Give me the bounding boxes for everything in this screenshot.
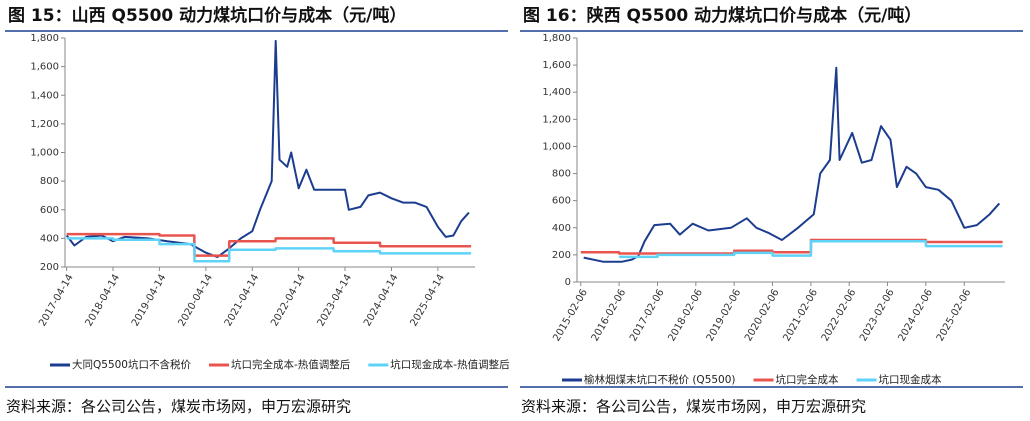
x-tick-label: 2021-04-14 xyxy=(223,273,262,329)
legend-label: 大同Q5500坑口不含税价 xyxy=(72,358,191,371)
x-tick-label: 2020-04-14 xyxy=(177,273,216,329)
series-line xyxy=(66,232,472,257)
y-tick-label: 600 xyxy=(552,196,571,207)
legend-label: 坑口完全成本 xyxy=(776,373,839,386)
y-tick-label: 1,200 xyxy=(30,119,59,130)
y-tick-label: 1,400 xyxy=(542,87,571,98)
source-note: 资料来源：各公司公告，煤炭市场网，申万宏源研究 xyxy=(521,398,866,416)
y-tick-label: 1,000 xyxy=(542,141,571,152)
chart-title: 图 15：山西 Q5500 动力煤坑口价与成本（元/吨） xyxy=(8,5,406,26)
y-tick-label: 0 xyxy=(565,277,571,288)
chart: 图 15：山西 Q5500 动力煤坑口价与成本（元/吨） 资料来源：各公司公告，煤… xyxy=(5,5,510,416)
x-tick-label: 2021-02-06 xyxy=(782,288,821,344)
legend-label: 坑口完全成本-热值调整后 xyxy=(231,358,350,371)
y-tick-label: 600 xyxy=(40,205,59,216)
source-note: 资料来源：各公司公告，煤炭市场网，申万宏源研究 xyxy=(6,398,351,416)
legend-label: 坑口现金成本-热值调整后 xyxy=(390,358,509,371)
y-tick-label: 800 xyxy=(552,169,571,180)
y-tick-label: 1,600 xyxy=(30,62,59,73)
x-tick-label: 2018-04-14 xyxy=(84,273,123,329)
y-tick-label: 800 xyxy=(40,176,59,187)
x-tick-label: 2019-02-06 xyxy=(705,288,744,344)
x-tick-label: 2016-02-06 xyxy=(590,288,629,344)
x-tick-label: 2018-02-06 xyxy=(666,288,705,344)
y-tick-label: 200 xyxy=(552,250,571,261)
x-tick-label: 2025-04-14 xyxy=(409,273,448,329)
series-line xyxy=(65,39,470,258)
x-tick-label: 2024-02-06 xyxy=(896,288,935,344)
x-tick-label: 2023-04-14 xyxy=(316,273,355,329)
chart-title: 图 16：陕西 Q5500 动力煤坑口价与成本（元/吨） xyxy=(523,5,921,26)
chart: 图 16：陕西 Q5500 动力煤坑口价与成本（元/吨） 资料来源：各公司公告，煤… xyxy=(520,5,1023,416)
x-tick-label: 2017-02-06 xyxy=(628,288,667,344)
y-tick-label: 1,600 xyxy=(542,60,571,71)
legend-label: 榆林烟煤末坑口不税价 (Q5500) xyxy=(584,373,736,386)
y-tick-label: 200 xyxy=(40,262,59,273)
x-tick-label: 2022-04-14 xyxy=(269,273,308,329)
series-line xyxy=(619,240,1003,259)
x-tick-label: 2025-02-06 xyxy=(935,288,974,344)
x-tick-label: 2015-02-06 xyxy=(551,288,590,344)
y-tick-label: 1,400 xyxy=(30,90,59,101)
x-tick-label: 2024-04-14 xyxy=(362,273,401,329)
x-tick-label: 2019-04-14 xyxy=(130,273,169,329)
y-tick-label: 1,200 xyxy=(542,114,571,125)
series-line xyxy=(583,66,1001,263)
x-tick-label: 2022-02-06 xyxy=(820,288,859,344)
x-tick-label: 2023-02-06 xyxy=(858,288,897,344)
y-tick-label: 400 xyxy=(552,223,571,234)
x-tick-label: 2017-04-14 xyxy=(37,273,76,329)
y-tick-label: 1,800 xyxy=(542,33,571,44)
y-tick-label: 1,800 xyxy=(30,33,59,44)
y-tick-label: 1,000 xyxy=(30,148,59,159)
x-tick-label: 2020-02-06 xyxy=(743,288,782,344)
series-line xyxy=(66,237,472,263)
legend-label: 坑口现金成本 xyxy=(879,373,942,386)
y-tick-label: 400 xyxy=(40,233,59,244)
